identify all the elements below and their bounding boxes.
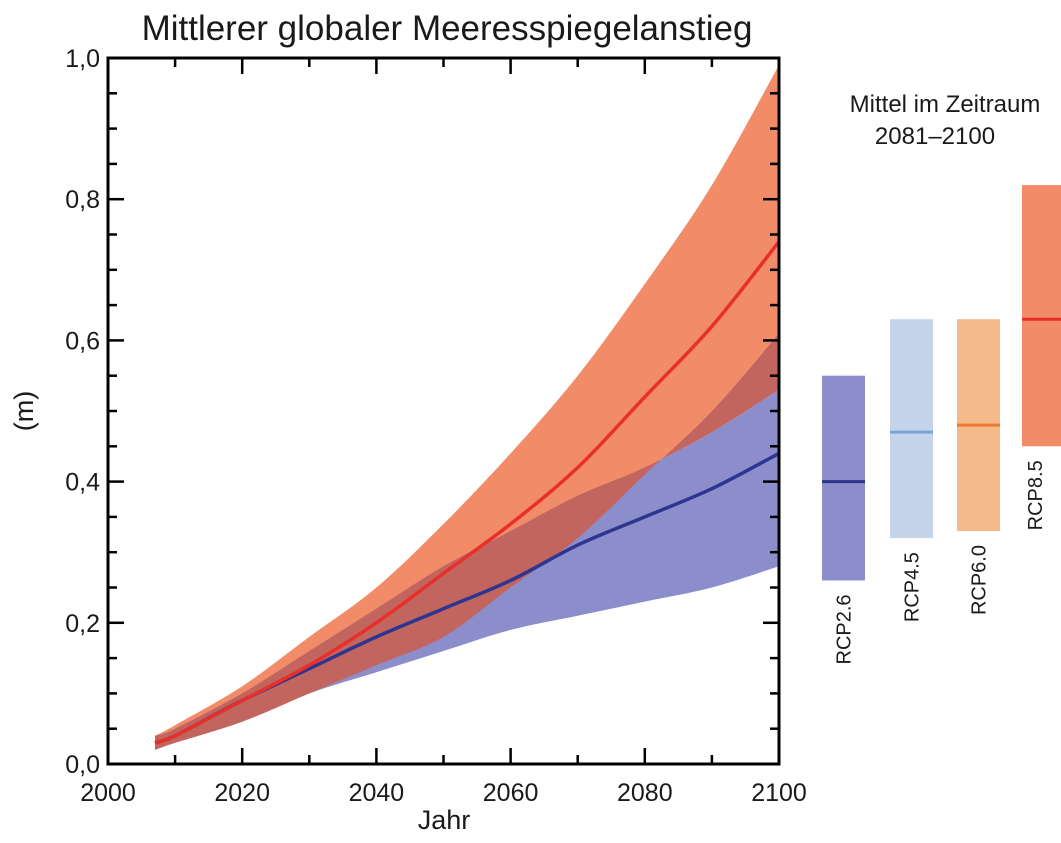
x-tick-label: 2040 — [349, 779, 405, 807]
uncertainty-bands — [155, 65, 779, 750]
rcp85-band — [155, 65, 779, 750]
y-tick-label: 0,0 — [65, 751, 100, 779]
chart-title: Mittlerer globaler Meeresspiegelanstieg — [142, 9, 753, 48]
y-tick-label: 1,0 — [65, 45, 100, 73]
period-bar-rcp45 — [890, 319, 933, 539]
period-mean-bars: RCP2.6 RCP4.5 RCP6.0 RCP8.5 — [822, 185, 1061, 664]
y-tick-label: 0,4 — [65, 469, 100, 497]
rcp85-mean-line — [154, 240, 781, 745]
period-bar-label: RCP4.5 — [902, 552, 924, 622]
period-bar-label: RCP6.0 — [969, 545, 991, 615]
period-bar-label: RCP8.5 — [1025, 460, 1047, 530]
y-tick-label: 0,8 — [65, 186, 100, 214]
overlap-band — [155, 333, 779, 750]
axis-ticks — [106, 56, 781, 766]
mean-lines — [154, 240, 781, 745]
axis-tick-labels: 0,0 0,2 0,4 0,6 0,8 1,0 2000 2020 2040 2060 2080 21… — [65, 45, 807, 807]
x-tick-label: 2080 — [617, 779, 673, 807]
x-axis-label: Jahr — [418, 805, 471, 835]
side-panel-title-line1: Mittel im Zeitraum — [850, 91, 1041, 118]
x-tick-label: 2020 — [214, 779, 270, 807]
y-tick-label: 0,6 — [65, 327, 100, 355]
period-bar-rcp85 — [1022, 185, 1061, 447]
x-tick-label: 2100 — [751, 779, 807, 807]
period-bar-rcp26 — [822, 375, 865, 581]
side-panel-title-line2: 2081–2100 — [875, 123, 995, 150]
y-tick-label: 0,2 — [65, 610, 100, 638]
y-axis-label: (m) — [9, 391, 39, 431]
x-tick-label: 2000 — [80, 779, 136, 807]
x-tick-label: 2060 — [483, 779, 539, 807]
period-bar-label: RCP2.6 — [834, 594, 856, 664]
